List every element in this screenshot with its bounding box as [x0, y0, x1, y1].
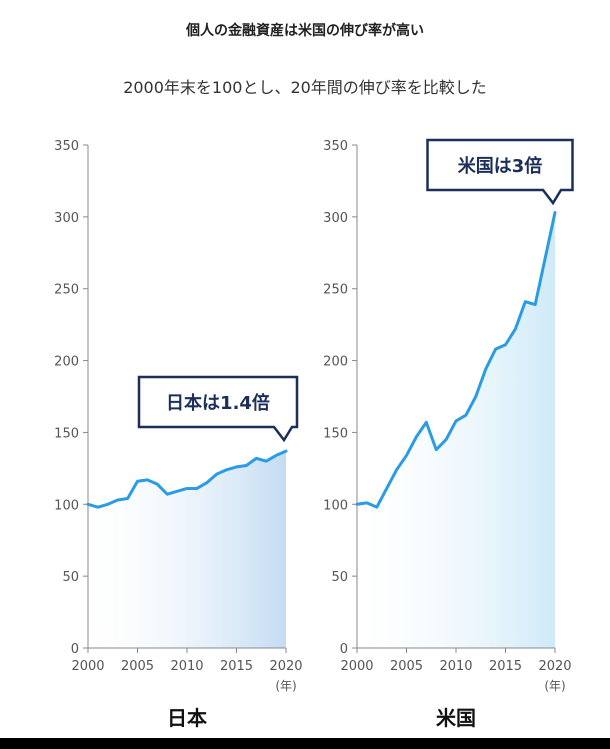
japan-year-unit: (年)	[275, 679, 296, 693]
us-y-tick-label: 200	[323, 355, 348, 370]
japan-area-fill	[88, 451, 286, 648]
us-callout-text: 米国は3倍	[458, 155, 543, 177]
chart-subtitle: 2000年末を100とし、20年間の伸び率を比較した	[123, 78, 487, 97]
us-x-tick-label: 2000	[340, 659, 373, 674]
japan-x-tick-label: 2000	[71, 659, 104, 674]
japan-y-tick-label: 200	[54, 355, 79, 370]
us-y-tick-label: 0	[340, 642, 348, 657]
us-y-tick-label: 300	[323, 211, 348, 226]
us-country-label: 米国	[436, 706, 476, 730]
japan-x-tick-label: 2010	[170, 659, 203, 674]
japan-y-tick-label: 300	[54, 211, 79, 226]
japan-x-tick-label: 2005	[121, 659, 154, 674]
japan-x-tick-label: 2020	[269, 659, 302, 674]
bottom-bar	[0, 738, 610, 749]
us-y-tick-label: 150	[323, 426, 348, 441]
us-y-tick-label: 350	[323, 139, 348, 154]
japan-country-label: 日本	[167, 706, 207, 730]
japan-y-tick-label: 100	[54, 498, 79, 513]
us-x-tick-label: 2015	[489, 659, 522, 674]
japan-callout-text: 日本は1.4倍	[166, 392, 270, 414]
japan-y-tick-label: 0	[71, 642, 79, 657]
japan-y-tick-label: 150	[54, 426, 79, 441]
us-callout-box	[426, 138, 574, 206]
chart-title: 個人の金融資産は米国の伸び率が高い	[186, 23, 424, 39]
japan-y-tick-label: 250	[54, 283, 79, 298]
us-y-tick-label: 250	[323, 283, 348, 298]
us-y-tick-label: 50	[331, 570, 348, 585]
japan-chart: 0 50 100 150 200 250 300 350 2000 2005 2010 2015 202…	[54, 139, 302, 730]
us-x-tick-label: 2020	[538, 659, 571, 674]
us-x-tick-label: 2005	[390, 659, 423, 674]
us-chart: 0 50 100 150 200 250 300 350 2000 2005 2010 2015 202…	[323, 138, 574, 730]
japan-y-tick-label: 50	[62, 570, 79, 585]
japan-y-tick-label: 350	[54, 139, 79, 154]
us-area-fill	[357, 212, 555, 648]
us-y-tick-label: 100	[323, 498, 348, 513]
japan-x-tick-label: 2015	[220, 659, 253, 674]
us-x-tick-label: 2010	[439, 659, 472, 674]
us-year-unit: (年)	[544, 679, 565, 693]
japan-callout-box	[137, 375, 299, 443]
